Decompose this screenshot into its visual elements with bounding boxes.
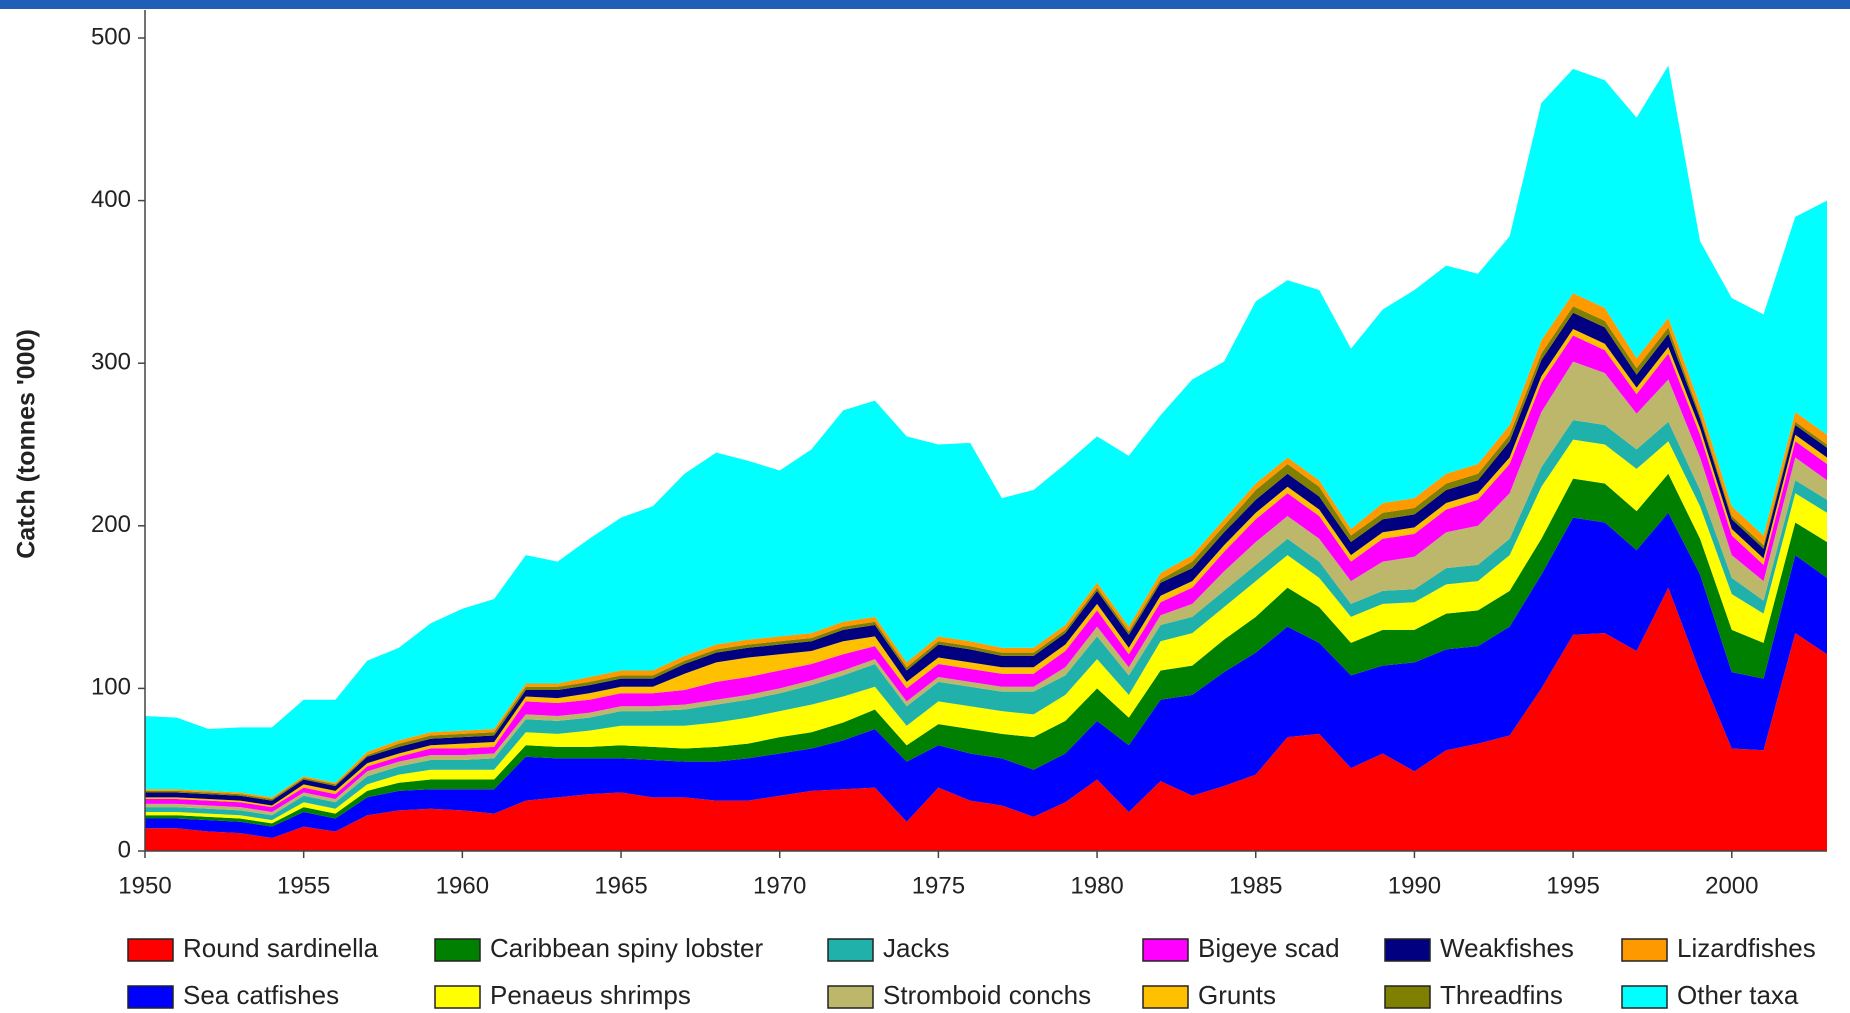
legend-label: Stromboid conchs [883,980,1091,1010]
legend-label: Sea catfishes [183,980,339,1010]
x-tick-label: 1995 [1546,872,1599,899]
y-axis-label: Catch (tonnes '000) [13,329,41,559]
x-tick-label: 1965 [594,872,647,899]
area [145,439,1827,824]
area [145,361,1827,816]
x-tick-label: 1970 [753,872,806,899]
legend-swatch [1621,938,1668,962]
legend-label: Weakfishes [1440,933,1574,963]
y-tick-label: 500 [91,23,131,50]
legend-swatch [434,938,481,962]
legend-swatch [827,985,874,1009]
x-tick-label: 1975 [912,872,965,899]
area [145,512,1827,838]
x-tick-label: 2000 [1705,872,1758,899]
x-tick-label: 1955 [277,872,330,899]
legend-label: Bigeye scad [1198,933,1340,963]
legend-swatch [1142,938,1189,962]
area [145,473,1827,827]
legend-label: Lizardfishes [1677,933,1816,963]
x-tick-label: 1960 [436,872,489,899]
area [145,335,1827,812]
legend-label: Caribbean spiny lobster [490,933,763,963]
x-tick-label: 1980 [1070,872,1123,899]
y-tick-label: 300 [91,349,131,376]
legend-label: Round sardinella [183,933,379,963]
legend-label: Other taxa [1677,980,1799,1010]
legend-swatch [434,985,481,1009]
top-bar [0,0,1850,9]
x-tick-label: 1985 [1229,872,1282,899]
legend-swatch [127,985,174,1009]
legend-swatch [127,938,174,962]
legend-swatch [1384,938,1431,962]
legend-label: Jacks [883,933,949,963]
y-tick-label: 100 [91,674,131,701]
y-tick-label: 400 [91,186,131,213]
area [145,587,1827,851]
y-tick-label: 0 [118,836,131,863]
y-tick-label: 200 [91,511,131,538]
legend-label: Grunts [1198,980,1276,1010]
legend-swatch [1384,985,1431,1009]
legend-swatch [827,938,874,962]
legend-swatch [1621,985,1668,1009]
legend-swatch [1142,985,1189,1009]
legend-label: Penaeus shrimps [490,980,691,1010]
area [145,65,1827,798]
x-tick-label: 1990 [1388,872,1441,899]
legend-label: Threadfins [1440,980,1563,1010]
x-tick-label: 1950 [118,872,171,899]
